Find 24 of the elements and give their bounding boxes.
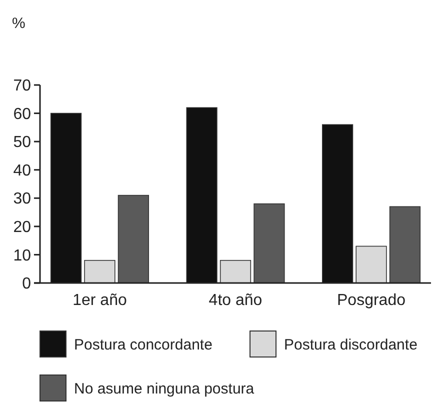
legend-label: Postura concordante	[74, 336, 212, 354]
y-tick-label: 40	[13, 162, 32, 180]
x-tick-label: Posgrado	[337, 292, 406, 309]
bar	[254, 203, 285, 284]
bar	[84, 260, 116, 284]
bar	[389, 206, 421, 284]
y-tick-label: 10	[13, 247, 32, 264]
y-tick-label: 60	[13, 106, 32, 123]
x-tick-label: 1er año	[72, 292, 127, 309]
bar	[186, 107, 218, 284]
legend-label: Postura discordante	[284, 336, 418, 354]
legend-label: No asume ninguna postura	[74, 380, 255, 398]
y-tick-label: 50	[13, 134, 32, 152]
bar	[118, 194, 150, 284]
x-tick-label: 4to año	[208, 292, 262, 309]
y-tick-label: 0	[22, 276, 32, 293]
bar	[50, 112, 82, 284]
bar	[322, 124, 354, 284]
bar	[356, 246, 387, 284]
y-tick-label: 70	[13, 78, 32, 95]
bar	[220, 260, 252, 284]
y-tick-label: 20	[13, 219, 32, 236]
y-tick-label: 30	[13, 190, 32, 208]
y-axis-title: %	[12, 15, 26, 32]
